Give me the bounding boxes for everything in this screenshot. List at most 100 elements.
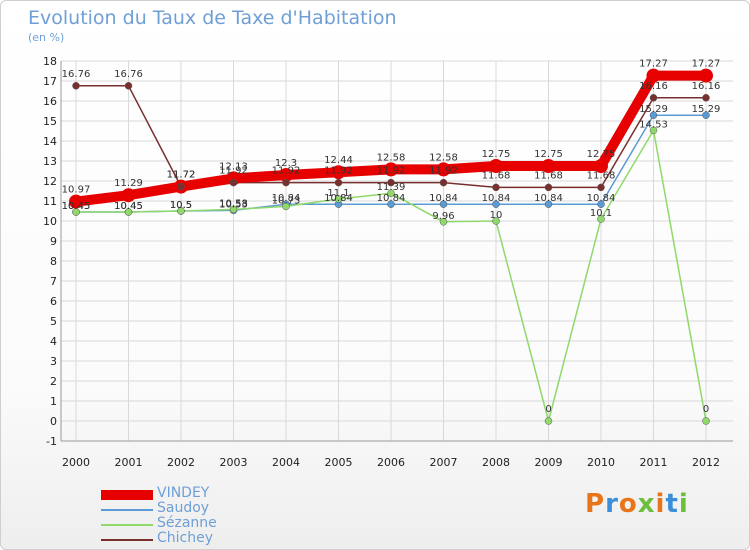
point-chichey xyxy=(387,178,395,187)
data-label-saudoy: 10.84 xyxy=(534,193,563,204)
y-tick-label: 14 xyxy=(43,135,57,148)
data-label-vindey: 11.29 xyxy=(114,178,143,189)
data-label-sézanne: 0 xyxy=(545,404,551,415)
data-label-sézanne: 10.58 xyxy=(219,198,248,209)
y-axis-unit-label: (en %) xyxy=(28,31,65,44)
point-chichey xyxy=(229,178,238,187)
data-label-sézanne: 10.5 xyxy=(170,200,192,211)
point-sézanne xyxy=(439,218,448,226)
y-tick-label: 7 xyxy=(50,275,57,288)
point-chichey xyxy=(492,183,500,192)
point-sézanne xyxy=(387,189,395,197)
y-tick-label: 9 xyxy=(50,235,57,248)
legend-swatch xyxy=(101,509,153,511)
x-tick-label: 2006 xyxy=(377,456,405,469)
y-tick-label: 17 xyxy=(43,75,57,88)
x-tick-label: 2004 xyxy=(272,456,300,469)
point-chichey xyxy=(597,183,605,192)
data-label-saudoy: 10.53 xyxy=(219,199,248,210)
logo-letter: i xyxy=(655,489,666,519)
legend-swatch xyxy=(101,539,153,541)
y-tick-label: 12 xyxy=(43,175,57,188)
y-tick-label: 2 xyxy=(50,375,57,388)
data-label-sézanne: 10 xyxy=(490,210,503,221)
point-sézanne xyxy=(597,215,605,223)
y-tick-label: 18 xyxy=(43,55,57,68)
data-label-vindey: 10.97 xyxy=(62,185,91,196)
data-label-vindey: 11.72 xyxy=(167,170,196,181)
point-sézanne xyxy=(492,217,500,225)
logo-letter: P xyxy=(585,489,606,519)
point-chichey xyxy=(72,82,80,90)
data-label-vindey: 12.58 xyxy=(429,152,458,163)
data-label-sézanne: 11.1 xyxy=(327,188,349,199)
logo-letter: i xyxy=(678,489,689,519)
point-chichey xyxy=(702,94,710,102)
data-label-saudoy: 10.84 xyxy=(377,193,406,204)
data-label-vindey: 17.27 xyxy=(692,59,721,70)
point-saudoy xyxy=(649,111,658,119)
data-label-chichey: 16.76 xyxy=(114,69,143,80)
point-sézanne xyxy=(282,202,290,211)
x-tick-label: 2003 xyxy=(220,456,248,469)
point-chichey xyxy=(439,178,448,187)
y-tick-label: 16 xyxy=(43,95,57,108)
data-label-sézanne: 10.1 xyxy=(590,208,612,219)
point-chichey xyxy=(544,183,553,192)
data-label-vindey: 12.13 xyxy=(219,161,248,172)
point-vindey xyxy=(384,162,398,177)
point-saudoy xyxy=(702,111,710,119)
y-tick-label: 0 xyxy=(50,415,57,428)
point-vindey xyxy=(541,159,556,173)
y-tick-label: 5 xyxy=(50,315,57,328)
point-chichey xyxy=(649,94,658,102)
data-label-chichey: 11.92 xyxy=(377,166,406,177)
proxiti-logo: Proxiti xyxy=(585,489,689,519)
legend-label: Sézanne xyxy=(157,515,217,531)
y-tick-label: 8 xyxy=(50,255,57,268)
point-saudoy xyxy=(597,200,605,208)
y-tick-label: 10 xyxy=(43,215,57,228)
data-label-chichey: 11.92 xyxy=(324,166,353,177)
y-tick-label: 4 xyxy=(50,335,57,348)
legend-swatch xyxy=(101,524,153,526)
data-label-saudoy: 10.84 xyxy=(324,193,353,204)
data-label-sézanne: 10.45 xyxy=(114,201,143,212)
data-label-chichey: 11.92 xyxy=(219,166,248,177)
data-label-saudoy: 10.84 xyxy=(272,193,301,204)
point-vindey xyxy=(436,162,451,177)
legend-label: Chichey xyxy=(157,530,214,546)
point-sézanne xyxy=(649,126,658,135)
data-label-sézanne: 11.39 xyxy=(377,182,406,193)
data-label-saudoy: 10.84 xyxy=(429,193,458,204)
point-saudoy xyxy=(492,200,500,208)
data-label-saudoy: 10.45 xyxy=(114,201,143,212)
logo-letter: r xyxy=(605,489,619,519)
y-tick-label: -1 xyxy=(46,435,57,448)
data-label-chichey: 16.16 xyxy=(639,81,668,92)
point-sézanne xyxy=(702,417,710,425)
grid xyxy=(61,60,733,442)
data-label-chichey: 11.92 xyxy=(429,166,458,177)
x-tick-label: 2000 xyxy=(62,456,90,469)
x-tick-label: 2011 xyxy=(640,456,668,469)
data-label-chichey: 16.16 xyxy=(692,81,721,92)
data-label-chichey: 16.76 xyxy=(62,69,91,80)
data-label-saudoy: 15.29 xyxy=(692,104,721,115)
y-tick-label: 11 xyxy=(43,195,57,208)
y-tick-label: 13 xyxy=(43,155,57,168)
y-tick-label: 3 xyxy=(50,355,57,368)
data-label-vindey: 12.75 xyxy=(482,149,511,160)
point-chichey xyxy=(124,82,133,90)
point-sézanne xyxy=(72,208,80,216)
x-tick-label: 2012 xyxy=(692,456,720,469)
x-tick-label: 2005 xyxy=(325,456,353,469)
logo-letter: x xyxy=(637,489,656,519)
data-label-chichey: 11.68 xyxy=(534,170,563,181)
y-tick-label: 1 xyxy=(50,395,57,408)
logo-letter: o xyxy=(618,489,638,519)
point-vindey xyxy=(646,68,661,83)
x-tick-label: 2010 xyxy=(587,456,615,469)
